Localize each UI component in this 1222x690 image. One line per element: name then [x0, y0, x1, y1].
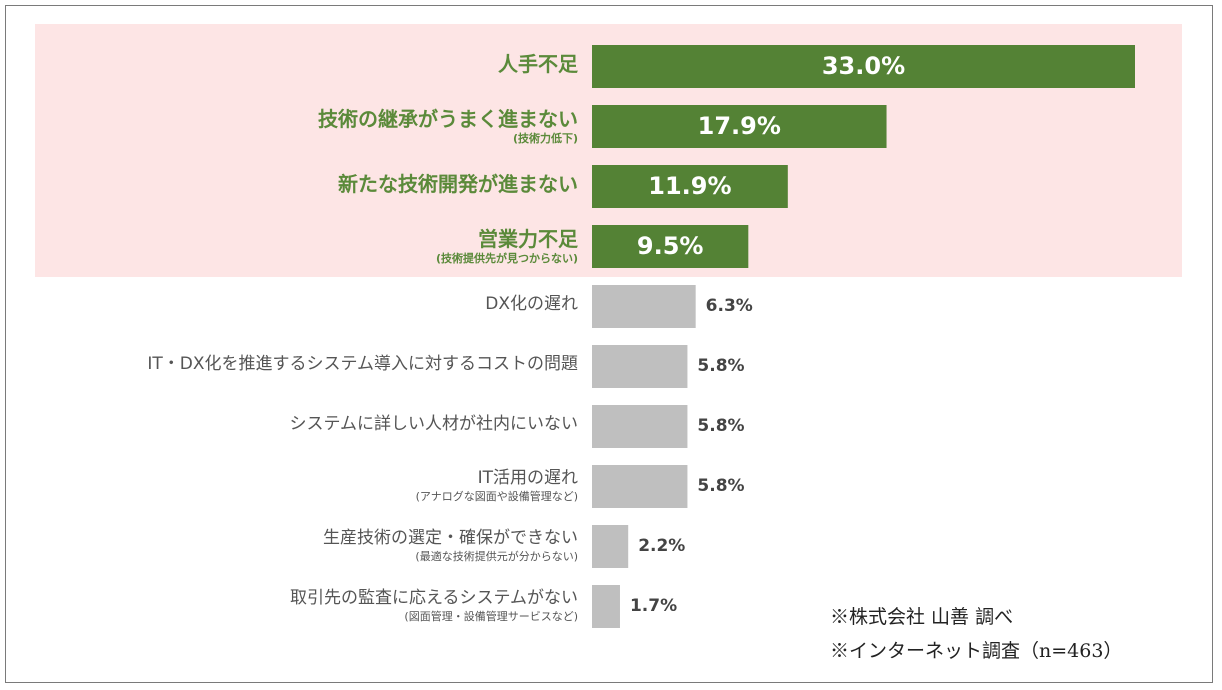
category-main-2: 新たな技術開発が進まない — [338, 172, 578, 196]
bar-5 — [592, 345, 688, 388]
bar-0 — [592, 45, 1135, 88]
category-label-1: 技術の継承がうまく進まない (技術力低下) — [318, 108, 578, 145]
category-label-9: 取引先の監査に応えるシステムがない (図面管理・設備管理サービスなど) — [290, 589, 578, 623]
bar-6 — [592, 405, 688, 448]
bar-1 — [592, 105, 887, 148]
category-sub-1: (技術力低下) — [512, 132, 578, 145]
value-label-4: 6.3% — [705, 296, 753, 316]
value-label-9: 1.7% — [629, 596, 678, 616]
survey-note: ※インターネット調査（n=463） — [830, 640, 1123, 662]
bar-8 — [592, 525, 629, 568]
value-label-3: 9.5% — [636, 232, 704, 260]
category-label-6: システムに詳しい人材が社内にいない — [290, 415, 579, 434]
bar-2 — [592, 165, 788, 208]
bar-3 — [592, 225, 749, 268]
value-label-6: 5.8% — [697, 416, 745, 436]
category-main-6: システムに詳しい人材が社内にいない — [289, 414, 579, 434]
value-label-0: 33.0% — [821, 52, 906, 80]
category-sub-3: (技術提供先が見つからない) — [435, 252, 578, 265]
category-label-0: 人手不足 — [498, 53, 578, 75]
bar-9 — [592, 585, 620, 628]
category-sub-8: (最適な技術提供元が分からない) — [415, 549, 578, 563]
bar-4 — [592, 285, 696, 328]
category-sub-9: (図面管理・設備管理サービスなど) — [404, 609, 578, 623]
category-main-3: 営業力不足 — [478, 227, 578, 251]
category-label-2: 新たな技術開発が進まない — [338, 173, 578, 195]
category-main-0: 人手不足 — [498, 52, 578, 76]
category-main-8: 生産技術の選定・確保ができない — [323, 528, 578, 548]
notes: ※株式会社 山善 調べ ※インターネット調査（n=463） — [830, 600, 1122, 668]
category-label-4: DX化の遅れ — [485, 295, 578, 314]
category-main-1: 技術の継承がうまく進まない — [318, 107, 578, 131]
category-main-4: DX化の遅れ — [485, 294, 578, 314]
value-label-2: 11.9% — [648, 172, 732, 200]
category-label-8: 生産技術の選定・確保ができない (最適な技術提供元が分からない) — [323, 529, 578, 563]
value-label-1: 17.9% — [697, 112, 781, 140]
category-sub-7: (アナログな図面や設備管理など) — [415, 489, 578, 503]
category-label-5: IT・DX化を推進するシステム導入に対するコストの問題 — [147, 355, 578, 374]
value-label-8: 2.2% — [638, 536, 686, 556]
category-main-9: 取引先の監査に応えるシステムがない — [290, 588, 578, 608]
category-main-5: IT・DX化を推進するシステム導入に対するコストの問題 — [147, 354, 578, 374]
value-label-7: 5.8% — [697, 476, 745, 496]
category-main-7: IT活用の遅れ — [477, 468, 578, 488]
source-note: ※株式会社 山善 調べ — [830, 606, 1014, 628]
category-label-7: IT活用の遅れ (アナログな図面や設備管理など) — [416, 469, 578, 503]
value-label-5: 5.8% — [697, 356, 745, 376]
category-label-3: 営業力不足 (技術提供先が見つからない) — [436, 228, 578, 265]
bar-7 — [592, 465, 688, 508]
